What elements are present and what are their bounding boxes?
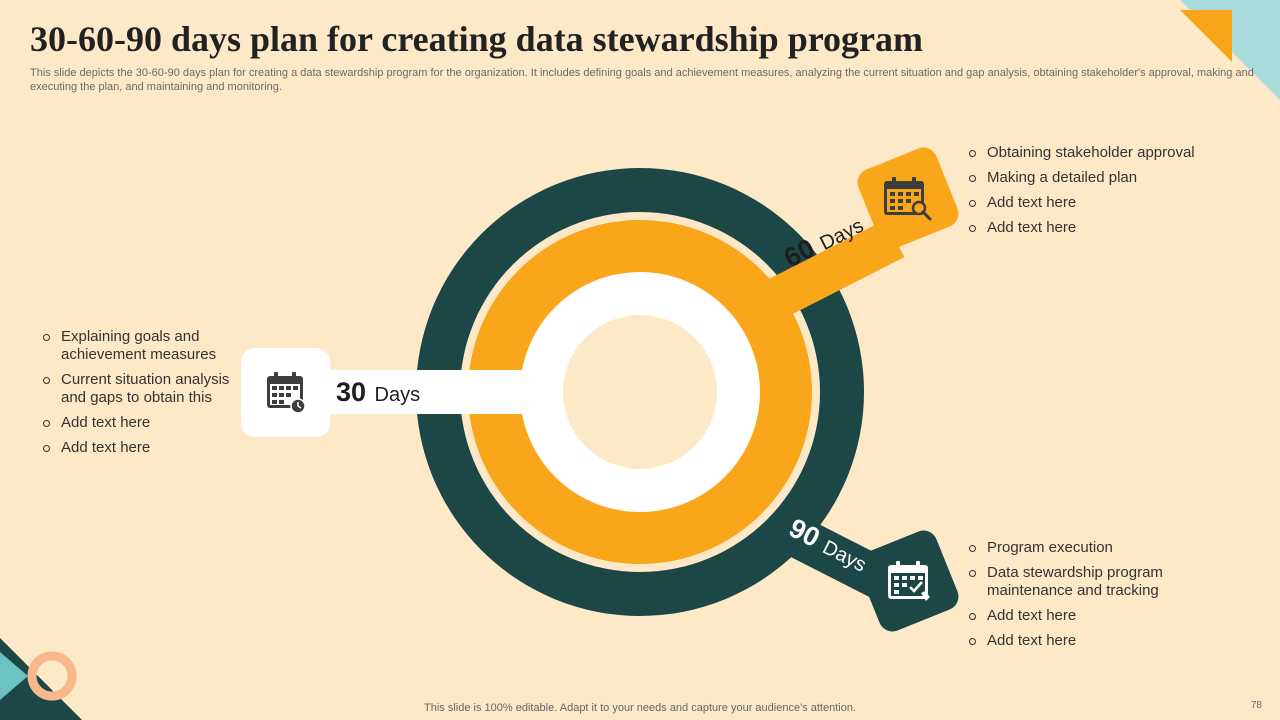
list-item: Add text here [969, 632, 1189, 650]
list-item: Obtaining stakeholder approval [969, 144, 1229, 162]
calendar-search-icon [884, 177, 932, 221]
corner-accent-teal [0, 638, 82, 720]
corner-accent-orange [1180, 10, 1232, 62]
list-90-days: Program execution Data stewardship progr… [969, 539, 1189, 657]
list-60-days: Obtaining stakeholder approval Making a … [969, 144, 1229, 244]
list-item: Explaining goals and achievement measure… [43, 328, 243, 364]
arm-60-days [760, 219, 905, 321]
list-item: Program execution [969, 539, 1189, 557]
list-item: Add text here [969, 194, 1229, 212]
list-30-days: Explaining goals and achievement measure… [43, 328, 243, 464]
list-item: Add text here [969, 607, 1189, 625]
list-item: Add text here [969, 219, 1229, 237]
label-30-number: 30 [336, 377, 366, 407]
list-item: Making a detailed plan [969, 169, 1229, 187]
page-subtitle: This slide depicts the 30-60-90 days pla… [30, 67, 1254, 93]
page-number: 78 [1250, 700, 1262, 711]
ring-center [563, 315, 717, 469]
label-30-days: 30 Days [336, 377, 420, 407]
corner-accent-light [0, 652, 28, 700]
list-item: Data stewardship program maintenance and… [969, 564, 1189, 600]
footer-note: This slide is 100% editable. Adapt it to… [424, 702, 856, 714]
list-item: Add text here [43, 414, 243, 432]
calendar-clock-icon [267, 372, 306, 414]
corner-ring [27, 651, 77, 701]
calendar-check-icon [888, 561, 930, 601]
list-item: Current situation analysis and gaps to o… [43, 371, 243, 407]
page-title: 30-60-90 days plan for creating data ste… [30, 19, 924, 59]
arm-30-days [300, 370, 530, 414]
list-item: Add text here [43, 439, 243, 457]
label-30-unit: Days [375, 384, 421, 406]
